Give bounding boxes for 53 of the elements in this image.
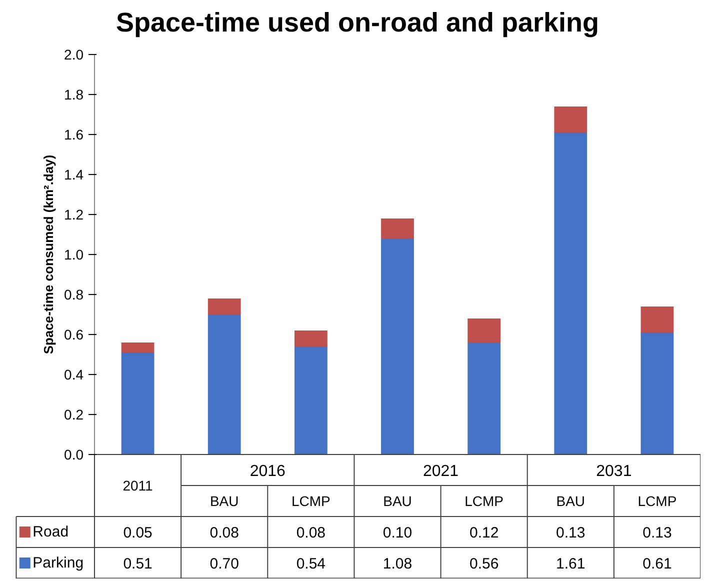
y-tick-label: 2.0 (64, 46, 84, 62)
x-tick-label: LCMP (464, 493, 504, 509)
x-tick-label: BAU (383, 493, 412, 509)
bar (208, 298, 241, 314)
y-tick-label: 0.2 (64, 406, 84, 422)
legend-label: Parking (32, 554, 84, 572)
bar (640, 332, 674, 454)
data-label: 1.08 (382, 556, 412, 572)
bar (121, 342, 154, 352)
bar (208, 314, 241, 454)
data-label: 0.51 (123, 556, 152, 572)
y-tick-label: 0.6 (64, 326, 84, 342)
data-label: 0.05 (123, 524, 152, 542)
bar (468, 342, 501, 454)
bar (468, 318, 501, 342)
data-label: 0.56 (469, 556, 499, 572)
y-tick-label: 0.0 (64, 446, 84, 462)
bar (554, 106, 588, 132)
bar (294, 330, 328, 346)
x-tick-label: BAU (556, 493, 586, 509)
data-label: 0.08 (210, 524, 239, 542)
y-tick-label: 1.0 (64, 246, 84, 262)
y-axis-title: Space-time consumed (km².day) (41, 154, 56, 354)
bar (294, 346, 328, 454)
data-label: 1.61 (556, 556, 586, 572)
x-tick-label: LCMP (291, 493, 330, 509)
data-label: 0.70 (210, 556, 239, 572)
x-tick-label: 2011 (122, 478, 154, 494)
legend-label: Road (32, 524, 69, 540)
data-label: 0.08 (296, 524, 326, 542)
data-label: 0.54 (296, 556, 326, 572)
y-tick-label: 0.8 (64, 286, 84, 302)
data-label: 0.61 (642, 556, 672, 572)
bar (554, 132, 588, 454)
text: 2021 (422, 463, 459, 480)
data-label: 0.13 (642, 524, 672, 542)
y-tick-label: 1.8 (64, 86, 84, 102)
x-tick-label: BAU (210, 493, 239, 509)
data-label: 0.12 (469, 524, 499, 542)
chart-title: Space-time used on-road and parking (116, 8, 600, 38)
bar (640, 306, 674, 332)
y-tick-label: 1.4 (64, 166, 84, 182)
data-label: 0.13 (556, 524, 586, 542)
bar (381, 218, 414, 238)
bar (121, 352, 154, 454)
data-label: 0.10 (382, 524, 412, 542)
x-tick-label: LCMP (638, 493, 677, 509)
y-tick-label: 1.6 (64, 126, 84, 142)
text: 2031 (596, 463, 632, 480)
y-tick-label: 0.4 (64, 366, 84, 382)
bar (381, 238, 414, 454)
text: 2016 (250, 463, 286, 480)
y-tick-label: 1.2 (64, 206, 84, 222)
